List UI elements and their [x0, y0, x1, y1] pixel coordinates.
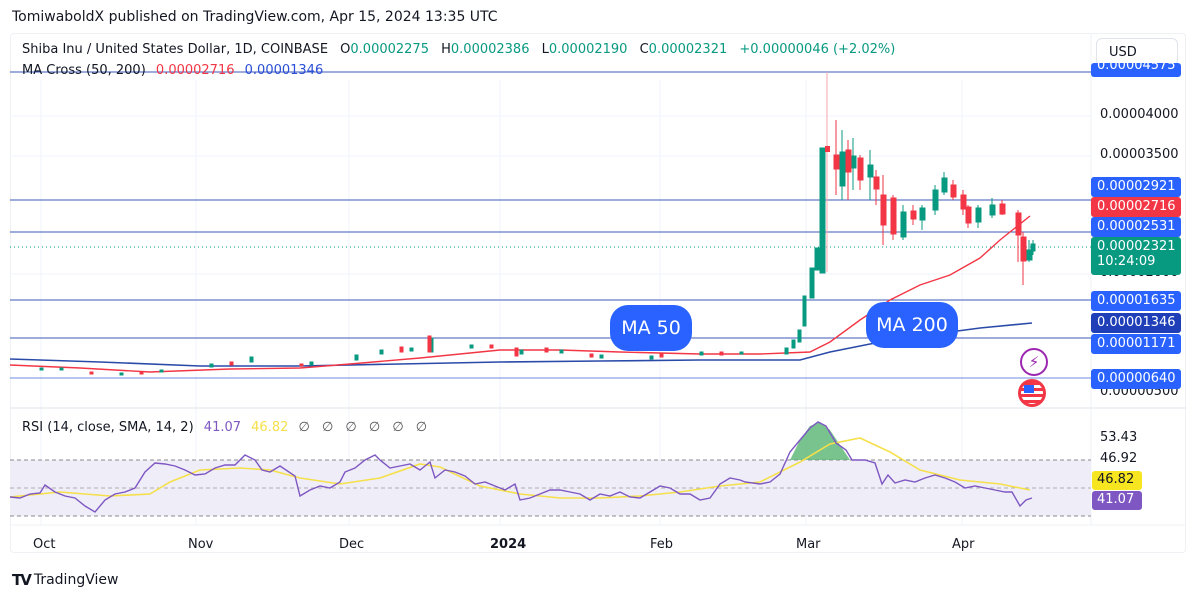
- rsi-empty-values: ∅ ∅ ∅ ∅ ∅ ∅: [298, 420, 432, 435]
- level-label: 0.00001635: [1091, 291, 1181, 311]
- rsi-title: RSI (14, close, SMA, 14, 2): [22, 420, 194, 435]
- high-value: 0.00002386: [450, 42, 530, 57]
- ma-cross-title: MA Cross (50, 200): [22, 63, 146, 78]
- level-label: 0.00000640: [1091, 369, 1181, 389]
- rsi-tick: 53.43: [1100, 430, 1138, 445]
- change-value: +0.00000046 (+2.02%): [739, 42, 896, 57]
- ma50-badge[interactable]: MA 50: [610, 305, 692, 351]
- rsi-value: 41.07: [203, 420, 242, 435]
- low-value: 0.00002190: [548, 42, 628, 57]
- price-tick: 0.00004000: [1100, 107, 1179, 122]
- time-tick-nov: Nov: [188, 537, 214, 552]
- lightning-event-icon[interactable]: ⚡: [1020, 348, 1048, 376]
- tv-logo-icon: TV: [12, 571, 32, 589]
- time-tick-dec: Dec: [339, 537, 365, 552]
- ma50-axis-label: 0.00002716: [1091, 197, 1181, 217]
- ma200-axis-label: 0.00001346: [1091, 313, 1181, 333]
- ma200-value: 0.00001346: [244, 63, 324, 78]
- flag-canton: [1024, 385, 1034, 393]
- close-value: 0.00002321: [648, 42, 728, 57]
- ma-cross-legend[interactable]: MA Cross (50, 200) 0.00002716 0.00001346: [22, 63, 323, 78]
- current-price-label: 0.00002321 10:24:09: [1091, 237, 1181, 275]
- level-label: 0.00001171: [1091, 334, 1181, 354]
- ma200-badge[interactable]: MA 200: [866, 302, 958, 348]
- current-price: 0.00002321: [1097, 239, 1176, 254]
- time-tick-oct: Oct: [33, 537, 56, 552]
- rsi-sma-value: 46.82: [251, 420, 289, 435]
- rsi-sma-axis-label: 46.82: [1092, 471, 1142, 490]
- symbol-title: Shiba Inu / United States Dollar, 1D, CO…: [22, 42, 329, 57]
- bar-countdown: 10:24:09: [1097, 254, 1156, 269]
- us-flag-event-icon[interactable]: [1018, 379, 1046, 407]
- level-label: 0.00002531: [1091, 217, 1181, 237]
- price-tick: 0.00003500: [1100, 147, 1179, 162]
- publish-info: TomiwaboldX published on TradingView.com…: [12, 9, 498, 25]
- time-tick-apr: Apr: [952, 537, 975, 552]
- time-tick-mar: Mar: [796, 537, 821, 552]
- level-label: 0.00004575: [1091, 63, 1181, 77]
- open-label: O: [340, 42, 351, 57]
- time-tick-2024: 2024: [490, 537, 527, 552]
- chart-frame[interactable]: [10, 33, 1186, 553]
- close-label: C: [639, 42, 649, 57]
- level-label: 0.00002921: [1091, 177, 1181, 197]
- time-tick-feb: Feb: [650, 537, 674, 552]
- rsi-axis-label: 41.07: [1092, 491, 1142, 510]
- symbol-legend[interactable]: Shiba Inu / United States Dollar, 1D, CO…: [22, 42, 895, 57]
- tv-brand-name: TradingView: [33, 572, 119, 588]
- low-label: L: [541, 42, 549, 57]
- ma50-value: 0.00002716: [155, 63, 235, 78]
- tradingview-logo[interactable]: TV TradingView: [12, 571, 118, 589]
- high-label: H: [441, 42, 451, 57]
- open-value: 0.00002275: [350, 42, 429, 57]
- rsi-legend[interactable]: RSI (14, close, SMA, 14, 2) 41.07 46.82 …: [22, 420, 431, 435]
- rsi-tick: 46.92: [1100, 451, 1138, 466]
- currency-button[interactable]: USD: [1096, 38, 1178, 66]
